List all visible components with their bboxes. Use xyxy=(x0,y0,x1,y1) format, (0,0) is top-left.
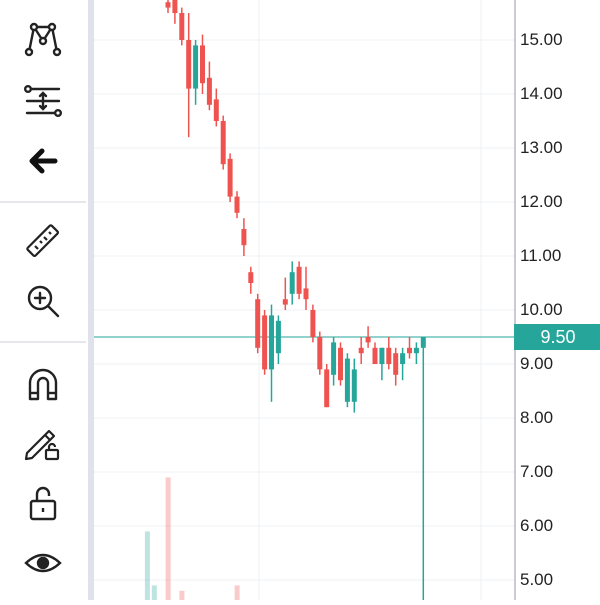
fib-retracement-icon xyxy=(24,84,63,118)
candle-body xyxy=(179,13,185,40)
ruler-icon xyxy=(26,224,60,258)
price-tick: 10.00 xyxy=(520,300,563,319)
candle-body xyxy=(289,272,295,294)
unlock-icon xyxy=(29,486,57,521)
zoom-in-button[interactable] xyxy=(18,278,68,324)
candle-body xyxy=(310,310,316,337)
pattern-icon xyxy=(24,22,62,57)
lock-drawing-button[interactable] xyxy=(18,420,68,466)
candle-body xyxy=(255,299,261,348)
lock-all-button[interactable] xyxy=(18,480,68,526)
arrow-left-icon xyxy=(29,148,58,174)
candle-body xyxy=(413,347,419,354)
candle-body xyxy=(303,288,309,300)
candle-body xyxy=(275,320,281,354)
candle-body xyxy=(372,347,378,364)
drawing-toolbar xyxy=(0,0,86,600)
price-tick: 9.00 xyxy=(520,354,554,373)
candle-body xyxy=(165,2,171,8)
candle-body xyxy=(296,266,302,294)
volume-bar xyxy=(234,585,240,600)
pencil-lock-icon xyxy=(24,429,60,461)
candle-body xyxy=(338,347,343,381)
price-tick: 6.00 xyxy=(520,516,554,535)
candle-body xyxy=(234,196,240,213)
candle-body xyxy=(393,353,399,375)
candle-body xyxy=(248,272,254,283)
candle-body xyxy=(213,99,219,121)
candle-body xyxy=(241,229,247,246)
candle-body xyxy=(282,299,288,305)
candle-body xyxy=(324,369,330,408)
price-tick: 15.00 xyxy=(520,30,563,49)
candle-body xyxy=(200,45,205,84)
price-tick: 13.00 xyxy=(520,138,563,157)
price-tick: 14.00 xyxy=(520,84,563,103)
magnet-button[interactable] xyxy=(18,360,68,406)
candle-body xyxy=(420,337,426,348)
magnet-icon xyxy=(28,368,58,401)
price-scale[interactable]: 15.00 14.00 13.00 12.00 11.00 10.00 9.00… xyxy=(514,0,600,600)
candle-body xyxy=(269,315,274,370)
candle-body xyxy=(344,358,350,402)
candle-body xyxy=(186,40,192,89)
toolbar-divider xyxy=(0,341,86,343)
price-tick: 5.00 xyxy=(520,570,554,589)
candle-body xyxy=(172,0,178,13)
volume-bar xyxy=(151,585,157,600)
candle-body xyxy=(358,347,364,354)
candle-body xyxy=(407,347,412,354)
price-tick: 8.00 xyxy=(520,408,554,427)
price-tick: 7.00 xyxy=(520,462,554,481)
candle-body xyxy=(351,369,357,402)
candle-body xyxy=(262,315,268,370)
price-tick: 11.00 xyxy=(520,246,562,265)
candle-body xyxy=(193,45,199,89)
candle-body xyxy=(400,353,406,364)
volume-bar xyxy=(165,477,171,600)
scroll-rail[interactable] xyxy=(88,0,94,600)
chart-pane[interactable] xyxy=(94,0,514,602)
volume-bar xyxy=(144,531,150,600)
hide-button[interactable] xyxy=(18,540,68,586)
candle-body xyxy=(386,347,392,364)
eye-icon xyxy=(24,553,62,573)
volume-bar xyxy=(179,590,185,600)
candle-body xyxy=(379,347,385,364)
back-button[interactable] xyxy=(18,138,68,184)
candle-body xyxy=(220,121,226,165)
candle-body xyxy=(365,337,371,343)
toolbar-divider xyxy=(0,201,86,203)
candle-body xyxy=(317,337,323,370)
fib-retracement-button[interactable] xyxy=(18,78,68,124)
current-price-label: 9.50 xyxy=(514,324,600,350)
pattern-tool-button[interactable] xyxy=(18,16,68,62)
candle-body xyxy=(331,342,337,375)
price-tick: 12.00 xyxy=(520,192,563,211)
candlestick-chart[interactable] xyxy=(94,0,514,602)
candle-body xyxy=(227,158,233,197)
measure-button[interactable] xyxy=(18,218,68,264)
zoom-in-icon xyxy=(27,285,60,318)
candle-body xyxy=(206,77,212,105)
